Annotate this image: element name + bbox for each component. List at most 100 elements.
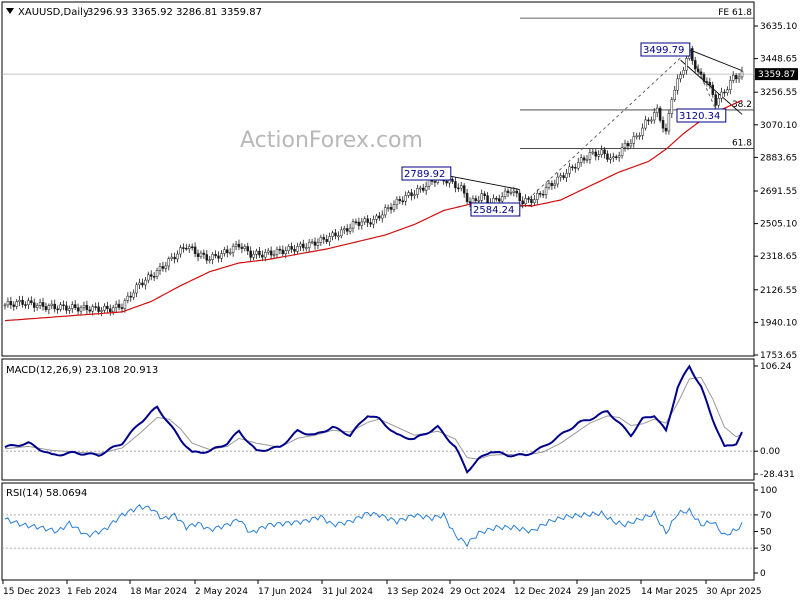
candle-body — [211, 254, 214, 261]
candle-body — [348, 227, 352, 232]
candle-body — [363, 218, 366, 223]
candle-body — [325, 239, 328, 242]
candle-body — [509, 192, 513, 194]
candle-body — [59, 304, 62, 310]
candle-body — [302, 243, 305, 249]
candle-body — [47, 305, 51, 310]
candle-body — [457, 187, 460, 190]
candle-body — [594, 151, 598, 157]
last-price-tag — [755, 68, 798, 81]
candle-body — [416, 188, 419, 195]
fib-label: 38.2 — [732, 100, 752, 110]
candle-body — [188, 246, 191, 249]
candle-body — [571, 166, 574, 169]
candle-body — [73, 304, 77, 308]
price-panel-frame — [1, 1, 755, 357]
candle-body — [480, 193, 483, 201]
candle-body — [568, 166, 571, 174]
candle-body — [76, 307, 80, 312]
candle-body — [94, 306, 97, 308]
candle-body — [91, 306, 94, 312]
candle-body — [35, 305, 39, 308]
candle-body — [79, 307, 83, 312]
x-tick-label: 29 Jan 2025 — [577, 587, 631, 597]
rsi-panel-frame — [1, 482, 755, 581]
candle-body — [527, 198, 530, 200]
candle-body — [132, 292, 135, 298]
candle-body — [284, 250, 288, 254]
candle-body — [56, 308, 59, 311]
candle-body — [404, 195, 407, 202]
candle-body — [544, 187, 548, 195]
candle-body — [556, 176, 559, 185]
candle-body — [597, 154, 600, 157]
price-tick-label: 3635.10 — [760, 22, 797, 32]
macd-y-axis: 106.24 0.00 -28.431 — [2, 362, 795, 480]
candle-body — [228, 252, 232, 254]
candle-body — [217, 255, 220, 259]
candle-body — [661, 120, 665, 129]
price-tick-label: 3448.65 — [760, 55, 797, 65]
candle-body — [726, 89, 729, 93]
candle-body — [261, 254, 264, 258]
candle-body — [483, 193, 486, 196]
candle-body — [638, 135, 641, 137]
trendline-upper-2025 — [689, 49, 743, 72]
candle-body — [644, 119, 647, 129]
candle-body — [144, 279, 147, 286]
candle-body — [322, 237, 326, 240]
candle-body — [343, 228, 346, 231]
candle-body — [249, 250, 252, 258]
candle-body — [708, 82, 712, 86]
candle-body — [117, 303, 121, 308]
candle-body — [62, 304, 65, 307]
candle-body — [699, 71, 703, 75]
candle-body — [281, 249, 285, 254]
candlesticks — [3, 44, 744, 317]
candle-body — [419, 187, 422, 190]
candle-body — [559, 175, 562, 178]
trendline-lower-2025 — [680, 59, 743, 115]
candle-body — [445, 180, 448, 184]
candle-body — [658, 107, 662, 121]
candle-body — [155, 270, 159, 277]
candle-body — [650, 119, 653, 122]
candle-body — [629, 143, 633, 147]
candle-body — [565, 173, 568, 178]
candle-body — [179, 247, 182, 255]
candle-body — [693, 60, 697, 70]
candle-body — [632, 136, 636, 144]
x-tick-label: 14 Mar 2025 — [641, 587, 698, 597]
last-price-label: 3359.87 — [758, 70, 795, 80]
candle-body — [498, 198, 501, 202]
macd-tick-label: 0.00 — [760, 447, 780, 457]
candle-body — [331, 232, 334, 237]
candle-body — [600, 149, 603, 155]
candle-body — [161, 266, 165, 269]
candle-body — [176, 253, 179, 260]
candle-body — [427, 180, 431, 187]
candle-body — [714, 94, 717, 106]
candle-body — [392, 204, 396, 210]
candle-body — [340, 229, 343, 237]
candle-body — [521, 200, 524, 205]
candle-body — [524, 198, 527, 205]
candle-body — [53, 303, 56, 310]
candle-body — [682, 69, 685, 75]
rsi-line — [4, 504, 743, 548]
x-tick-label: 17 Jun 2024 — [258, 587, 312, 597]
candle-body — [258, 250, 261, 256]
candle-body — [375, 215, 378, 220]
candle-body — [606, 153, 609, 160]
candle-body — [208, 259, 211, 262]
candle-body — [705, 81, 709, 83]
x-tick-label: 2 May 2024 — [195, 587, 248, 597]
candle-body — [97, 306, 100, 312]
rsi-tick-label: 30 — [760, 544, 772, 554]
candle-body — [170, 256, 173, 259]
candle-body — [205, 254, 209, 261]
candle-body — [366, 218, 369, 223]
candle-body — [614, 156, 618, 158]
annotation-label: 2789.92 — [404, 169, 445, 180]
candle-body — [266, 250, 270, 253]
